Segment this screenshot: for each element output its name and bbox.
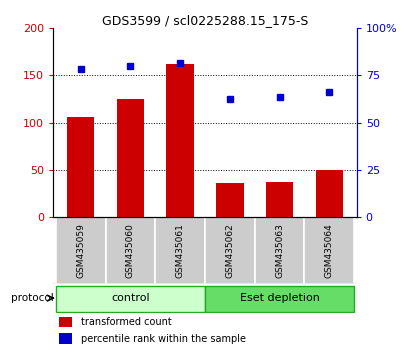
Bar: [59, 316, 71, 327]
Text: protocol: protocol: [11, 293, 54, 303]
Bar: [105, 217, 155, 284]
Bar: [216, 183, 243, 217]
Bar: [315, 170, 342, 217]
Text: GSM435060: GSM435060: [126, 223, 135, 278]
Bar: [56, 286, 204, 312]
Bar: [67, 117, 94, 217]
Text: GSM435061: GSM435061: [175, 223, 184, 278]
Text: GSM435059: GSM435059: [76, 223, 85, 278]
Text: Eset depletion: Eset depletion: [239, 293, 319, 303]
Bar: [304, 217, 353, 284]
Bar: [254, 217, 304, 284]
Text: GSM435062: GSM435062: [225, 223, 234, 278]
Text: GSM435063: GSM435063: [274, 223, 283, 278]
Text: control: control: [111, 293, 149, 303]
Text: transformed count: transformed count: [81, 317, 171, 327]
Bar: [56, 217, 105, 284]
Bar: [155, 217, 204, 284]
Title: GDS3599 / scl0225288.15_175-S: GDS3599 / scl0225288.15_175-S: [101, 14, 308, 27]
Text: percentile rank within the sample: percentile rank within the sample: [81, 333, 245, 343]
Bar: [204, 286, 353, 312]
Text: GSM435064: GSM435064: [324, 223, 333, 278]
Bar: [117, 99, 144, 217]
Bar: [59, 333, 71, 343]
Bar: [166, 64, 193, 217]
Bar: [265, 182, 292, 217]
Bar: [204, 217, 254, 284]
